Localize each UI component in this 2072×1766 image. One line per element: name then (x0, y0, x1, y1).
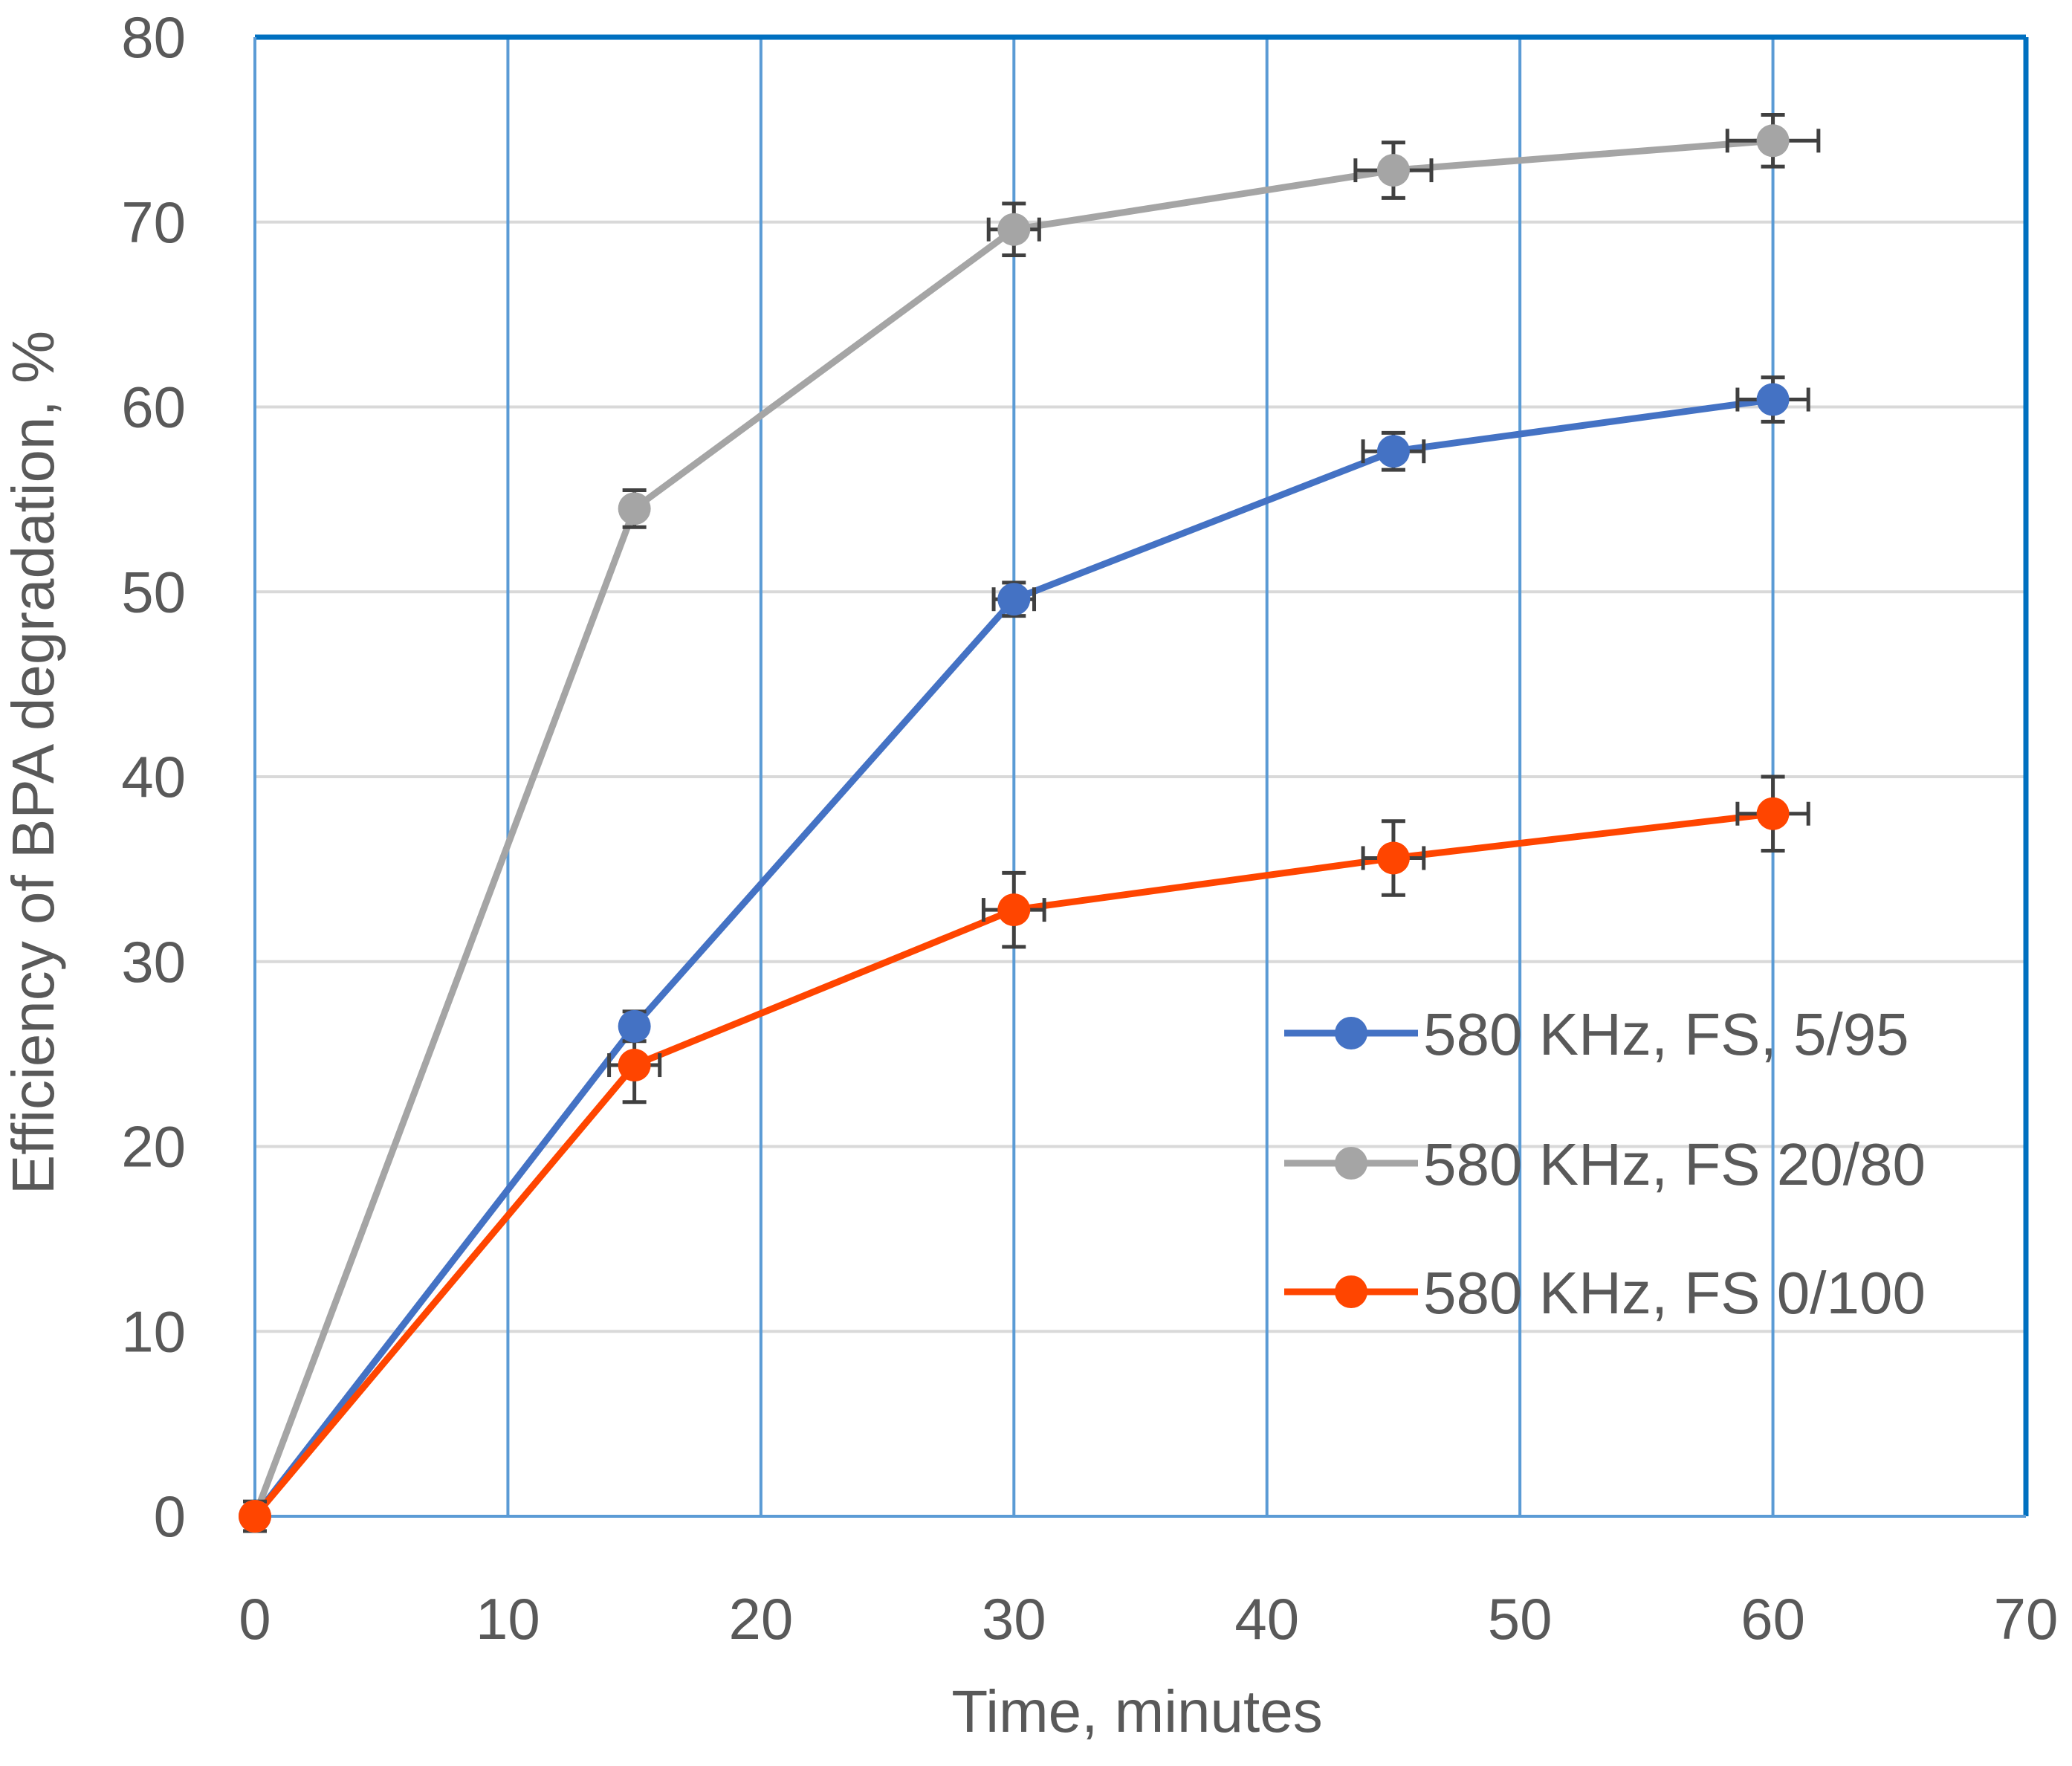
data-point (1376, 435, 1410, 468)
data-point (997, 893, 1031, 927)
y-axis-title: Efficiency of BPA degradation, % (0, 331, 66, 1194)
y-tick-label: 70 (121, 190, 186, 255)
data-point (239, 1500, 271, 1533)
data-point (618, 1049, 651, 1082)
data-point (997, 213, 1031, 246)
y-tick-label: 50 (121, 559, 186, 624)
y-tick-label: 60 (121, 375, 186, 440)
legend-marker (1335, 1017, 1367, 1049)
data-point (1376, 154, 1410, 187)
legend-item-1: 580 KHz, FS, 5/95 (1284, 1001, 1909, 1067)
y-tick-label: 10 (121, 1298, 186, 1364)
data-point (618, 492, 651, 525)
x-tick-label: 10 (476, 1586, 540, 1652)
x-tick-label: 20 (728, 1586, 793, 1652)
axes: 0 10 20 30 40 50 60 70 80 0 10 20 30 40 50 60 70 (121, 4, 2058, 1652)
x-tick-label: 60 (1741, 1586, 1805, 1652)
legend-label: 580 KHz, FS 0/100 (1423, 1260, 1926, 1326)
legend-label: 580 KHz, FS 20/80 (1423, 1131, 1926, 1197)
x-tick-label: 50 (1488, 1586, 1553, 1652)
legend-item-3: 580 KHz, FS 0/100 (1284, 1260, 1926, 1326)
x-tick-label: 30 (982, 1586, 1046, 1652)
data-point (618, 1009, 651, 1043)
y-tick-label: 0 (154, 1484, 186, 1549)
x-tick-label: 70 (1994, 1586, 2059, 1652)
series-group (239, 112, 1821, 1533)
x-tick-label: 0 (239, 1586, 271, 1652)
legend-marker (1335, 1275, 1367, 1308)
y-tick-label: 20 (121, 1114, 186, 1180)
y-tick-label: 30 (121, 929, 186, 994)
x-axis-title: Time, minutes (951, 1678, 1322, 1744)
data-point (1756, 124, 1790, 158)
legend: 580 KHz, FS, 5/95 580 KHz, FS 20/80 580 KH… (1284, 1001, 1926, 1326)
y-tick-label: 40 (121, 744, 186, 809)
data-point (1756, 383, 1790, 416)
data-point (997, 583, 1031, 616)
data-point (1376, 841, 1410, 875)
y-tick-label: 80 (121, 4, 186, 70)
legend-label: 580 KHz, FS, 5/95 (1423, 1001, 1909, 1067)
data-point (1756, 797, 1790, 830)
legend-marker (1335, 1147, 1367, 1180)
x-tick-label: 40 (1234, 1586, 1299, 1652)
legend-item-2: 580 KHz, FS 20/80 (1284, 1131, 1926, 1197)
